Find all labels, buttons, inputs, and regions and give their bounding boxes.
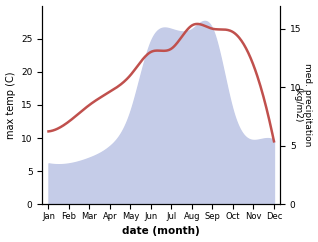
X-axis label: date (month): date (month) [122, 227, 200, 236]
Y-axis label: med. precipitation
(kg/m2): med. precipitation (kg/m2) [293, 63, 313, 147]
Y-axis label: max temp (C): max temp (C) [5, 71, 16, 139]
